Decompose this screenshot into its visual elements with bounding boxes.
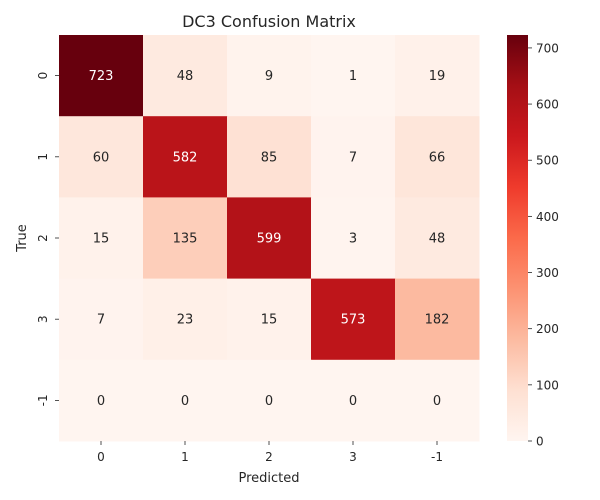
y-tick-label: -1 — [36, 394, 50, 406]
y-tick-label: 2 — [36, 234, 50, 242]
colorbar-ticks: 0 100 200 300 400 500 600 700 — [528, 41, 559, 449]
cell-value-label: 582 — [173, 150, 198, 165]
colorbar-tick-label: 700 — [536, 41, 559, 55]
heatmap-cell — [143, 35, 228, 117]
cell-value-label: 48 — [429, 232, 446, 247]
colorbar-tick-label: 300 — [536, 266, 559, 280]
x-tick-label: 2 — [265, 450, 273, 464]
x-tick-label: 1 — [181, 450, 189, 464]
cell-value-label: 599 — [257, 232, 282, 247]
heatmap-cells — [59, 35, 480, 442]
heatmap-cell — [311, 197, 396, 280]
cell-value-label: 7 — [349, 150, 357, 165]
cell-value-label: 723 — [89, 69, 114, 84]
x-axis-label: Predicted — [238, 471, 299, 486]
cell-value-label: 85 — [261, 150, 278, 165]
cell-value-label: 66 — [429, 150, 446, 165]
heatmap-cell — [59, 278, 144, 361]
heatmap-cell — [143, 116, 228, 198]
heatmap-cell — [311, 35, 396, 117]
cell-value-label: 182 — [425, 313, 450, 328]
colorbar-tick-label: 500 — [536, 154, 559, 168]
cell-value-label: 3 — [349, 232, 357, 247]
heatmap-cell — [59, 359, 144, 442]
cell-value-label: 48 — [177, 69, 194, 84]
cell-value-label: 0 — [97, 394, 105, 409]
heatmap-cell — [227, 35, 312, 117]
colorbar-tick-label: 200 — [536, 322, 559, 336]
x-axis-ticks: 0 1 2 3 -1 — [97, 441, 443, 464]
y-tick-label: 3 — [36, 315, 50, 323]
cell-value-label: 15 — [261, 313, 278, 328]
heatmap-cell — [311, 116, 396, 198]
cell-value-label: 15 — [93, 232, 110, 247]
cell-value-label: 23 — [177, 313, 194, 328]
colorbar — [507, 35, 528, 441]
cell-value-label: 135 — [173, 232, 198, 247]
heatmap-cell — [227, 116, 312, 198]
chart-title: DC3 Confusion Matrix — [182, 12, 356, 31]
heatmap-cell — [59, 197, 144, 280]
colorbar-tick-label: 0 — [536, 435, 544, 449]
heatmap-cell — [227, 359, 312, 442]
cell-value-label: 7 — [97, 313, 105, 328]
heatmap-cell — [227, 278, 312, 361]
heatmap-cell — [395, 359, 480, 442]
heatmap-cell — [143, 278, 228, 361]
cell-value-label: 0 — [265, 394, 273, 409]
heatmap-cell — [227, 197, 312, 280]
x-tick-label: 0 — [97, 450, 105, 464]
heatmap-cell — [311, 278, 396, 361]
cell-value-label: 9 — [265, 69, 273, 84]
y-tick-label: 1 — [36, 153, 50, 161]
heatmap-cell — [143, 359, 228, 442]
cell-value-label: 19 — [429, 69, 446, 84]
heatmap-cell — [311, 359, 396, 442]
heatmap-cell — [395, 35, 480, 117]
colorbar-tick-label: 400 — [536, 210, 559, 224]
cell-value-label: 1 — [349, 69, 357, 84]
cell-value-label: 60 — [93, 150, 110, 165]
heatmap-cell — [395, 278, 480, 361]
cell-value-label: 0 — [433, 394, 441, 409]
cell-value-label: 0 — [181, 394, 189, 409]
heatmap-cell — [59, 35, 144, 117]
heatmap-cell — [395, 116, 480, 198]
y-axis-ticks: 0 1 2 3 -1 — [36, 72, 59, 406]
colorbar-tick-label: 600 — [536, 98, 559, 112]
x-tick-label: 3 — [349, 450, 357, 464]
heatmap-cell — [395, 197, 480, 280]
heatmap-cell — [59, 116, 144, 198]
heatmap-cell — [143, 197, 228, 280]
y-tick-label: 0 — [36, 72, 50, 80]
x-tick-label: -1 — [431, 450, 443, 464]
y-axis-label: True — [15, 224, 30, 253]
cell-value-label: 0 — [349, 394, 357, 409]
cell-value-label: 573 — [341, 313, 366, 328]
colorbar-tick-label: 100 — [536, 378, 559, 392]
